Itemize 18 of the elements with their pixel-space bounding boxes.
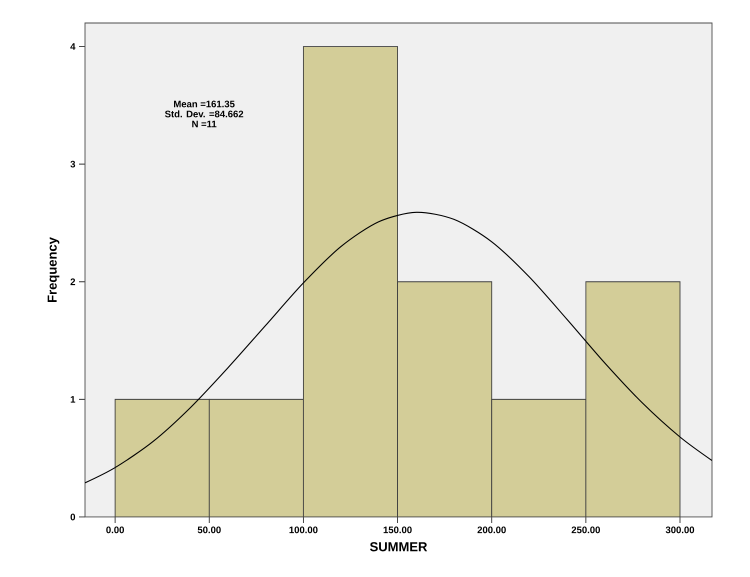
y-axis-title: Frequency [48,237,60,302]
x-axis-title: SUMMER [370,542,428,552]
x-tick-label: 200.00 [478,526,506,534]
y-tick-label: 3 [70,160,76,168]
y-tick-label: 4 [70,43,76,50]
annotation: Std. Dev. =84.662 [164,110,244,118]
x-tick-label: 300.00 [666,526,694,534]
annotation: N =11 [192,120,216,128]
line-series [85,212,712,484]
y-tick-label: 2 [70,278,76,286]
x-tick-label: 0.00 [106,526,124,534]
x-tick-label: 100.00 [289,526,318,534]
annotation: Mean =161.35 [174,100,235,108]
x-tick-label: 250.00 [572,526,600,534]
x-tick-label: 50.00 [198,526,221,534]
y-tick-label: 1 [70,396,76,403]
x-tick-label: 150.00 [384,526,412,534]
y-tick-label: 0 [70,514,76,520]
